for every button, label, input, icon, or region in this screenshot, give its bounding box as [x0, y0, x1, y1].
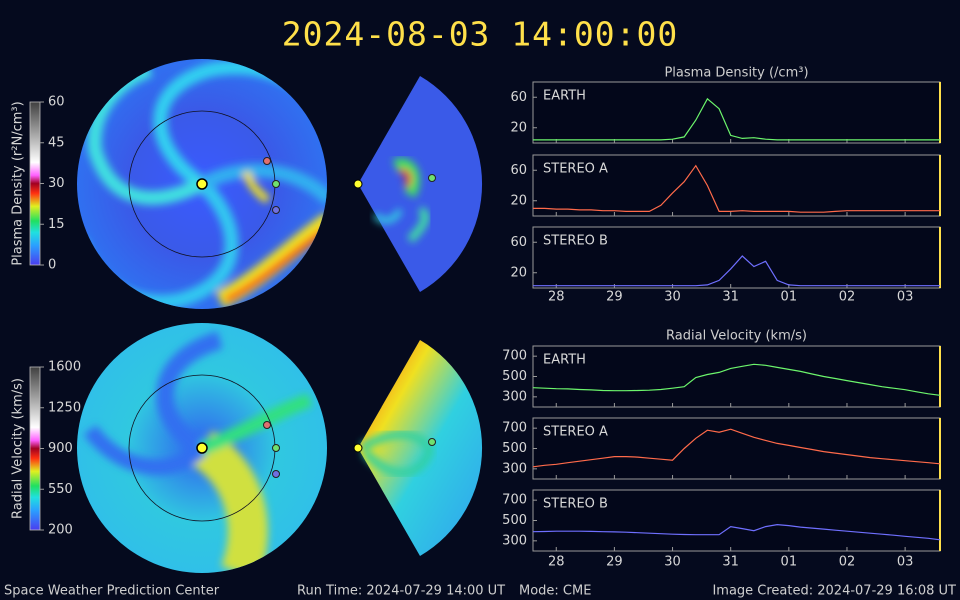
panel-group-title: Radial Velocity (km/s) — [666, 329, 807, 344]
colorbar-tick-label: 60 — [48, 95, 65, 110]
data-line — [532, 363, 941, 396]
colorbar-tick-label: 1250 — [48, 400, 81, 415]
footer-center: Space Weather Prediction Center — [4, 584, 220, 599]
y-tick-label: 20 — [510, 120, 527, 135]
x-tick-label: 28 — [548, 290, 565, 305]
x-tick-label: 31 — [722, 290, 739, 305]
x-tick-label: 30 — [664, 290, 681, 305]
colorbar-tick-label: 900 — [48, 441, 73, 456]
colorbar — [29, 366, 41, 531]
colorbar-tick-label: 15 — [48, 217, 65, 232]
y-tick-label: 500 — [502, 513, 527, 528]
series-label: STEREO A — [543, 162, 608, 177]
x-tick-label: 02 — [839, 555, 856, 570]
y-tick-label: 300 — [502, 389, 527, 404]
series-label: EARTH — [543, 353, 586, 368]
x-tick-label: 29 — [606, 555, 623, 570]
plot-panel — [532, 345, 941, 408]
y-tick-label: 60 — [510, 235, 527, 250]
data-line — [532, 428, 941, 468]
x-tick-label: 31 — [722, 555, 739, 570]
y-tick-label: 20 — [510, 265, 527, 280]
series-label: EARTH — [543, 89, 586, 104]
plot-panel — [532, 417, 941, 480]
plot-panel — [532, 489, 941, 552]
y-tick-label: 500 — [502, 369, 527, 384]
data-line — [533, 97, 940, 141]
velocity-map — [77, 323, 483, 573]
y-tick-label: 700 — [502, 493, 527, 508]
x-tick-label: 03 — [897, 555, 914, 570]
colorbar-label: Plasma Density (r²N/cm³) — [11, 101, 26, 265]
x-tick-label: 30 — [664, 555, 681, 570]
y-tick-label: 20 — [510, 193, 527, 208]
y-tick-label: 300 — [502, 461, 527, 476]
colorbar-tick-label: 1600 — [48, 360, 81, 375]
x-tick-label: 01 — [781, 290, 798, 305]
y-tick-label: 60 — [510, 90, 527, 105]
y-tick-label: 700 — [502, 349, 527, 364]
x-tick-label: 29 — [606, 290, 623, 305]
colorbar-tick-label: 200 — [48, 523, 73, 538]
data-line — [532, 523, 941, 541]
timestamp-title: 2024-08-03 14:00:00 — [282, 15, 679, 54]
y-tick-label: 300 — [502, 533, 527, 548]
colorbar-tick-label: 550 — [48, 482, 73, 497]
run-time: Run Time: 2024-07-29 14:00 UT — [297, 584, 505, 599]
y-tick-label: 500 — [502, 441, 527, 456]
series-label: STEREO B — [543, 234, 608, 249]
data-line — [533, 164, 940, 213]
x-tick-label: 01 — [781, 555, 798, 570]
series-label: STEREO B — [543, 497, 608, 512]
x-tick-label: 02 — [839, 290, 856, 305]
density-map — [77, 59, 483, 309]
colorbar-tick-label: 0 — [48, 258, 56, 273]
colorbar-tick-label: 30 — [48, 176, 65, 191]
data-line — [533, 255, 940, 287]
image-created: Image Created: 2024-07-29 16:08 UT — [712, 584, 956, 599]
x-tick-label: 03 — [897, 290, 914, 305]
colorbar — [29, 101, 41, 266]
plot-panel — [532, 226, 941, 289]
colorbar-label: Radial Velocity (km/s) — [11, 378, 26, 519]
plot-panel — [532, 81, 941, 144]
mode: Mode: CME — [519, 584, 591, 599]
panel-group-title: Plasma Density (/cm³) — [664, 66, 808, 81]
y-tick-label: 700 — [502, 421, 527, 436]
x-tick-label: 28 — [548, 555, 565, 570]
series-label: STEREO A — [543, 425, 608, 440]
colorbar-tick-label: 45 — [48, 135, 65, 150]
y-tick-label: 60 — [510, 163, 527, 178]
